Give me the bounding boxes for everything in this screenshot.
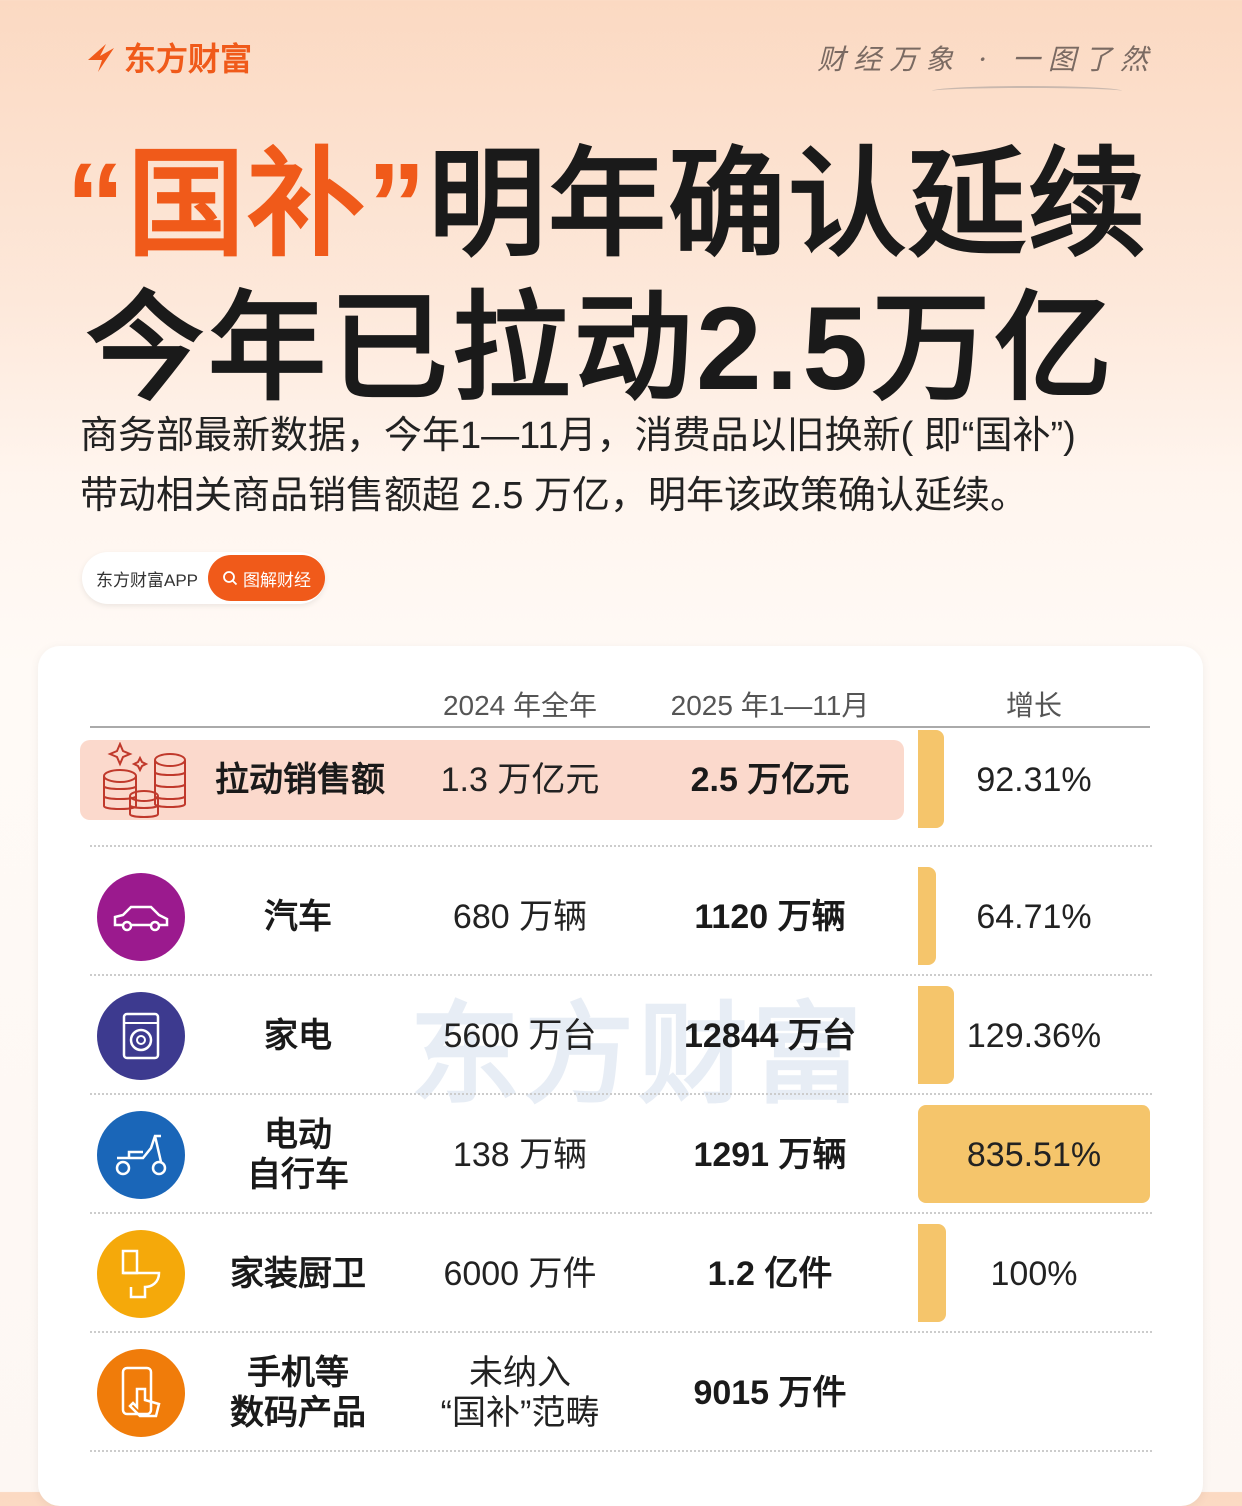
headline-line1: “国补”明年确认延续 — [66, 108, 1148, 279]
table-row: 家装厨卫 6000 万件 1.2 亿件 100% — [80, 1214, 1152, 1333]
washing-machine-icon — [97, 992, 185, 1080]
row-divider — [90, 1331, 1152, 1333]
growth-value: 129.36% — [966, 1017, 1102, 1055]
value-2024: 680 万辆 — [452, 898, 588, 936]
slogan: 财经万象 · 一图了然 — [817, 43, 1156, 76]
header-2025: 2025 年1—11月 — [670, 690, 870, 721]
header-divider — [90, 726, 1150, 728]
value-2025: 12844 万台 — [684, 1017, 856, 1055]
highlight-background — [80, 740, 904, 820]
row-category: 电动 自行车 — [247, 1116, 349, 1194]
value-2024: 未纳入 “国补”范畴 — [440, 1354, 600, 1432]
slogan-underline — [932, 86, 1122, 96]
row-divider — [90, 845, 1152, 847]
description-line2: 带动相关商品销售额超 2.5 万亿，明年该政策确认延续。 — [80, 475, 1028, 517]
table-row: 手机等 数码产品 未纳入 “国补”范畴 9015 万件 — [80, 1333, 1152, 1452]
value-2024: 1.3 万亿元 — [440, 761, 600, 799]
flame-logo-icon — [88, 44, 114, 72]
row-divider — [90, 1450, 1152, 1452]
description-line1: 商务部最新数据，今年1—11月，消费品以旧换新( 即“国补”) — [80, 415, 1076, 457]
tag-label: 图解财经 — [243, 570, 312, 590]
tag-button[interactable]: 图解财经 — [208, 555, 326, 601]
row-category: 家电 — [264, 1017, 332, 1055]
table-row: 拉动销售额 1.3 万亿元 2.5 万亿元 92.31% — [80, 730, 1152, 857]
row-divider — [90, 1093, 1152, 1095]
value-2024: 6000 万件 — [443, 1255, 597, 1293]
headline-highlight: 国补 — [127, 139, 368, 271]
row-divider — [90, 974, 1152, 976]
app-name: 东方财富APP — [96, 570, 199, 590]
growth-bar — [918, 730, 944, 828]
value-2024: 138 万辆 — [452, 1136, 588, 1174]
headline-line2: 今年已拉动2.5万亿 — [86, 283, 1117, 415]
car-icon — [97, 873, 185, 961]
growth-bar — [918, 1224, 946, 1322]
row-category: 拉动销售额 — [215, 761, 385, 799]
quote-open: “ — [66, 139, 127, 271]
value-2025: 1.2 亿件 — [707, 1255, 833, 1293]
growth-bar — [918, 867, 936, 965]
logo-text: 东方财富 — [124, 41, 253, 77]
growth-value: 835.51% — [966, 1136, 1102, 1174]
toilet-icon — [97, 1230, 185, 1318]
coins-icon — [100, 738, 190, 826]
source-pill[interactable]: 东方财富APP 图解财经 — [82, 552, 326, 604]
row-category: 家装厨卫 — [230, 1255, 366, 1293]
value-2025: 1291 万辆 — [693, 1136, 847, 1174]
header-2024: 2024 年全年 — [442, 690, 598, 721]
search-icon — [223, 571, 238, 586]
growth-bar — [918, 1105, 1150, 1203]
table-row: 家电 5600 万台 12844 万台 129.36% — [80, 976, 1152, 1095]
brand-logo: 东方财富 — [84, 34, 252, 80]
phone-touch-icon — [97, 1349, 185, 1437]
description: 商务部最新数据，今年1—11月，消费品以旧换新( 即“国补”) 带动相关商品销售… — [80, 406, 1190, 526]
value-2024: 5600 万台 — [443, 1017, 597, 1055]
row-category: 汽车 — [264, 898, 332, 936]
value-2025: 9015 万件 — [693, 1374, 847, 1412]
growth-value: 100% — [990, 1255, 1078, 1293]
row-divider — [90, 1212, 1152, 1214]
growth-bar — [918, 986, 954, 1084]
value-2025: 2.5 万亿元 — [690, 761, 850, 799]
growth-value: 92.31% — [976, 761, 1092, 799]
table-row: 电动 自行车 138 万辆 1291 万辆 835.51% — [80, 1095, 1152, 1214]
scooter-icon — [97, 1111, 185, 1199]
quote-close: ” — [367, 139, 429, 271]
header-growth: 增长 — [1005, 690, 1062, 721]
value-2025: 1120 万辆 — [694, 898, 846, 936]
growth-value: 64.71% — [976, 898, 1092, 936]
watermark: 东方财富 — [410, 994, 866, 1117]
row-category: 手机等 数码产品 — [230, 1354, 366, 1432]
headline-rest: 明年确认延续 — [428, 139, 1149, 271]
table-row: 汽车 680 万辆 1120 万辆 64.71% — [80, 857, 1152, 976]
